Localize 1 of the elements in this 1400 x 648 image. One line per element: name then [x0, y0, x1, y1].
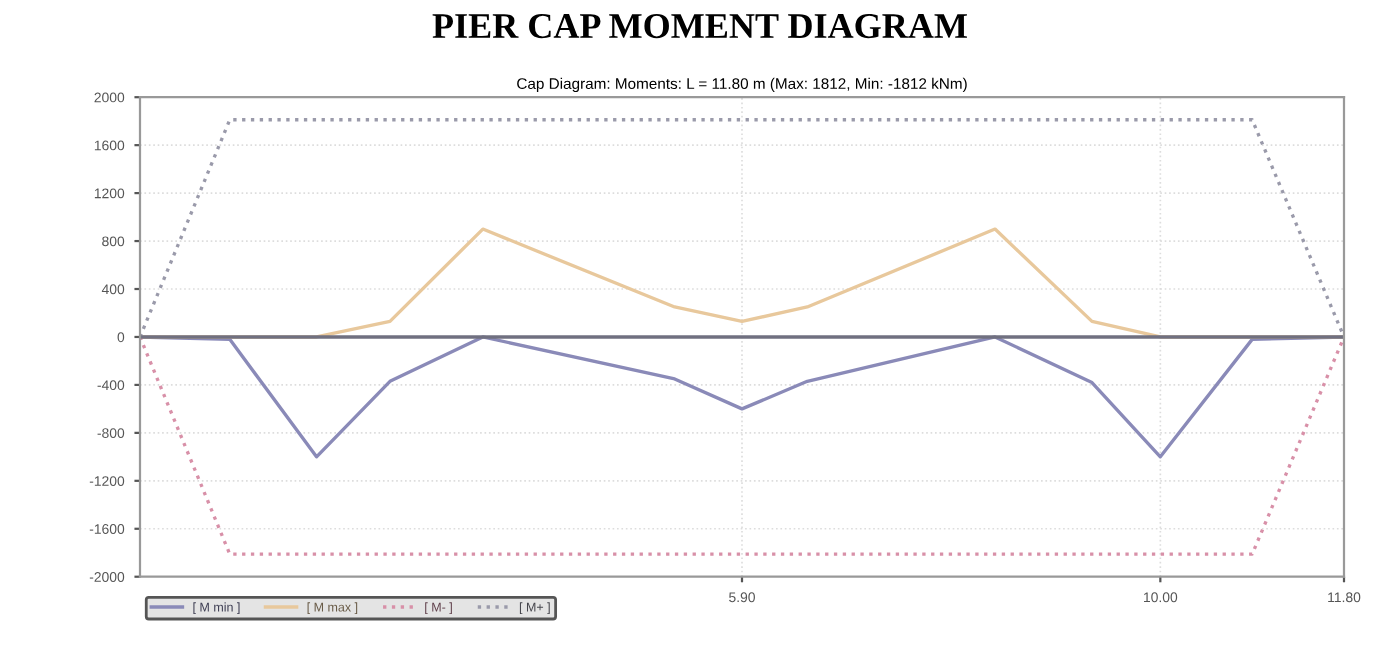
chart-title: PIER CAP MOMENT DIAGRAM	[432, 13, 967, 39]
